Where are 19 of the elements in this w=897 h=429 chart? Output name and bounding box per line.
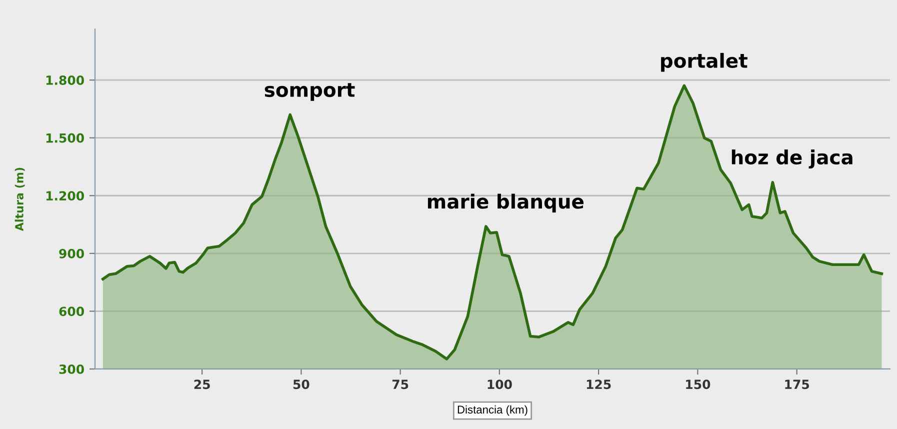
annotation: portalet: [661, 52, 748, 72]
y-tick-label: 1.200: [46, 191, 84, 201]
x-tick-label: 75: [392, 380, 408, 390]
x-tick-label: 50: [293, 380, 310, 390]
y-tick-label: 1.800: [46, 76, 84, 85]
x-tick-label: 100: [488, 380, 512, 390]
x-tick-label: 175: [785, 380, 809, 390]
y-tick-label: 1.500: [46, 133, 84, 143]
y-tick-label: 900: [59, 248, 84, 258]
annotation: marie blanque: [428, 194, 584, 213]
x-tick-label: 150: [686, 380, 710, 390]
y-tick-label: 300: [59, 364, 84, 374]
y-tick-label: 600: [59, 306, 84, 316]
x-tick-label: 125: [586, 380, 611, 390]
annotation: somport: [264, 83, 355, 101]
y-axis-title: Altura (m): [14, 168, 25, 232]
annotation: hoz de jaca: [732, 149, 852, 168]
x-axis-title: Distancia (km): [458, 405, 528, 416]
x-tick-label: 25: [194, 380, 210, 390]
